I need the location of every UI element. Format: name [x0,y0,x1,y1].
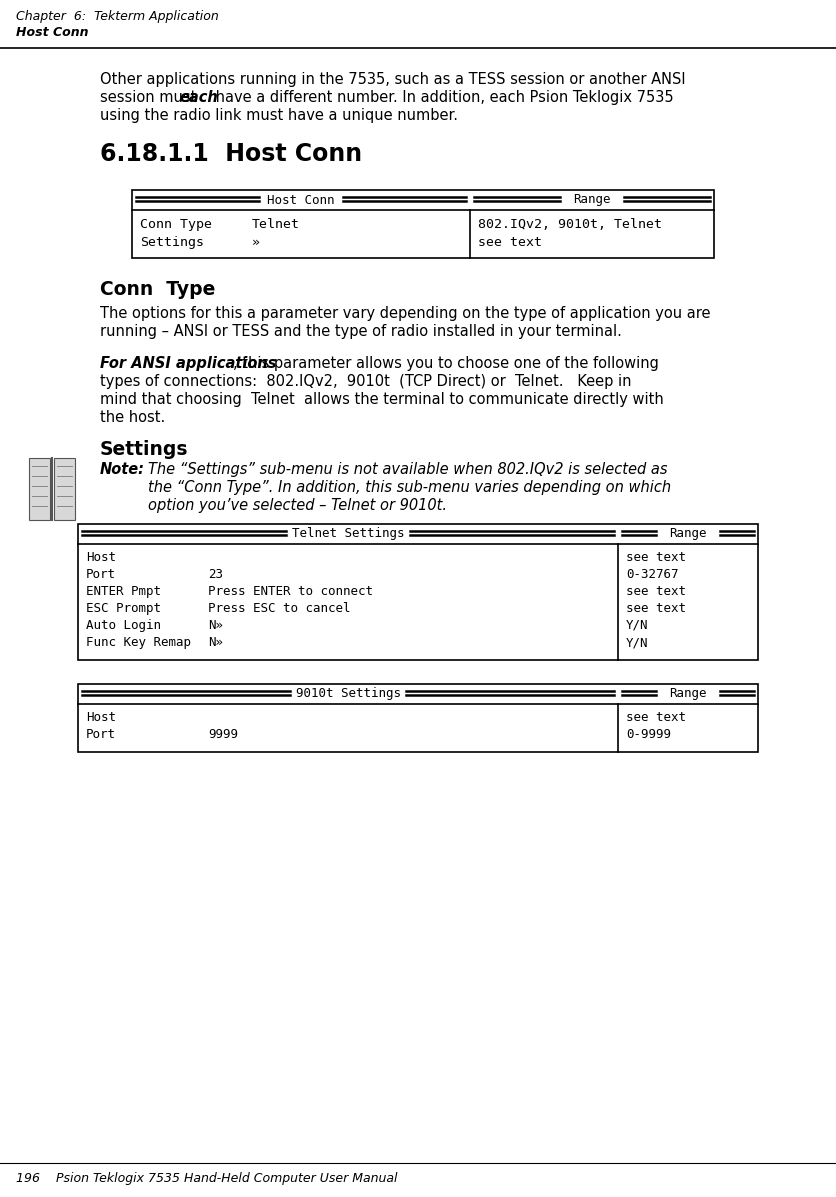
Text: The “Settings” sub-menu is not available when 802.IQv2 is selected as: The “Settings” sub-menu is not available… [148,462,667,476]
Text: 0-9999: 0-9999 [626,728,671,741]
Text: Func Key Remap: Func Key Remap [86,636,191,649]
Text: Port: Port [86,569,116,581]
Text: Chapter  6:  Tekterm Application: Chapter 6: Tekterm Application [16,10,219,23]
Text: 9999: 9999 [208,728,238,741]
Text: the host.: the host. [100,411,166,425]
Text: 6.18.1.1  Host Conn: 6.18.1.1 Host Conn [100,142,362,166]
Bar [132,190,714,259]
Text: The options for this a parameter vary depending on the type of application you a: The options for this a parameter vary de… [100,306,711,321]
Text: each: each [179,90,217,105]
Text: see text: see text [626,711,686,724]
Text: running – ANSI or TESS and the type of radio installed in your terminal.: running – ANSI or TESS and the type of r… [100,324,622,339]
Text: Note:: Note: [100,462,145,476]
Text: using the radio link must have a unique number.: using the radio link must have a unique … [100,108,458,123]
Text: Auto Login: Auto Login [86,619,161,632]
Text: see text: see text [626,551,686,564]
Text: Other applications running in the 7535, such as a TESS session or another ANSI: Other applications running in the 7535, … [100,72,686,87]
Text: Press ESC to cancel: Press ESC to cancel [208,602,350,615]
Text: ENTER Pmpt: ENTER Pmpt [86,585,161,598]
Text: 802.IQv2, 9010t, Telnet: 802.IQv2, 9010t, Telnet [478,218,662,231]
FancyBboxPatch shape [54,458,75,519]
Text: option you’ve selected – Telnet or 9010t.: option you’ve selected – Telnet or 9010t… [148,498,447,514]
FancyBboxPatch shape [29,458,50,519]
Text: Settings: Settings [140,236,204,249]
Bar [78,683,758,752]
Text: Y/N: Y/N [626,619,649,632]
Text: the “Conn Type”. In addition, this sub-menu varies depending on which: the “Conn Type”. In addition, this sub-m… [148,480,671,496]
Text: types of connections:  802.IQv2,  9010t  (TCP Direct) or  Telnet.   Keep in: types of connections: 802.IQv2, 9010t (T… [100,373,631,389]
Text: 23: 23 [208,569,223,581]
Text: Range: Range [670,528,706,541]
Text: , this parameter allows you to choose one of the following: , this parameter allows you to choose on… [233,356,659,371]
Text: Y/N: Y/N [626,636,649,649]
Text: Telnet Settings: Telnet Settings [292,528,405,541]
Text: Port: Port [86,728,116,741]
Text: have a different number. In addition, each Psion Teklogix 7535: have a different number. In addition, ea… [211,90,674,105]
Text: Host: Host [86,551,116,564]
Text: For ANSI applications: For ANSI applications [100,356,277,371]
Text: Range: Range [573,194,611,207]
Text: Settings: Settings [100,440,188,458]
Text: Host Conn: Host Conn [268,194,334,207]
Text: see text: see text [626,585,686,598]
Text: Telnet: Telnet [252,218,300,231]
Text: see text: see text [626,602,686,615]
Text: Conn Type: Conn Type [140,218,212,231]
Text: N»: N» [208,636,223,649]
Text: mind that choosing  Telnet  allows the terminal to communicate directly with: mind that choosing Telnet allows the ter… [100,391,664,407]
Text: see text: see text [478,236,542,249]
Text: Range: Range [670,687,706,700]
Text: Conn  Type: Conn Type [100,280,216,299]
Text: 0-32767: 0-32767 [626,569,679,581]
Text: Press ENTER to connect: Press ENTER to connect [208,585,373,598]
Text: ESC Prompt: ESC Prompt [86,602,161,615]
Text: 9010t Settings: 9010t Settings [295,687,400,700]
Text: 196    Psion Teklogix 7535 Hand-Held Computer User Manual: 196 Psion Teklogix 7535 Hand-Held Comput… [16,1172,397,1185]
Text: N»: N» [208,619,223,632]
Text: »: » [252,236,260,249]
Text: Host: Host [86,711,116,724]
Bar [78,524,758,660]
Text: session must: session must [100,90,201,105]
Text: Host Conn: Host Conn [16,26,89,40]
